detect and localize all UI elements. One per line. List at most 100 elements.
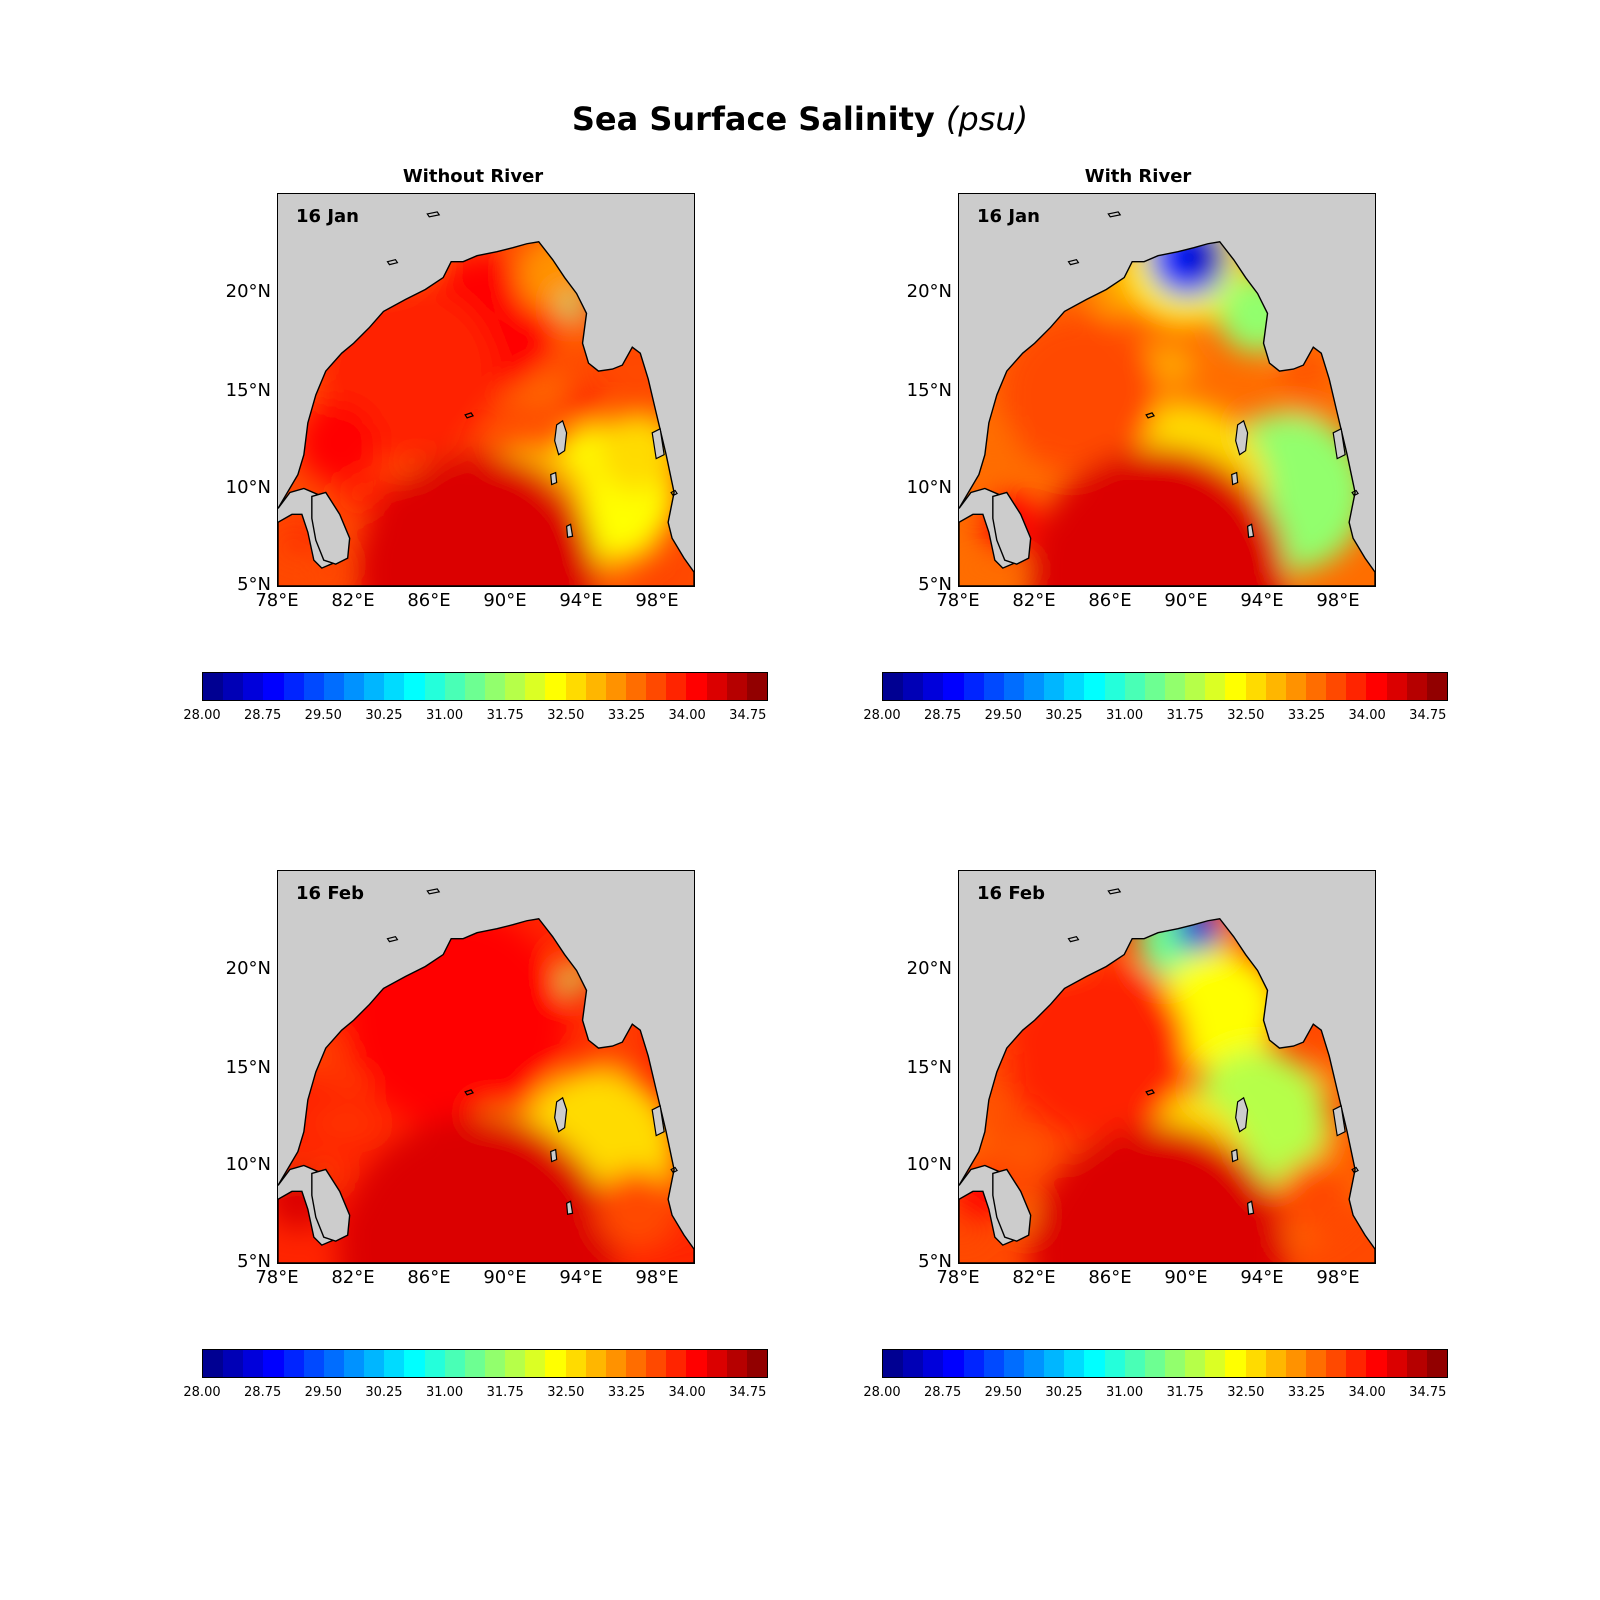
colorbar-tick-label: 31.75: [486, 1385, 524, 1400]
lon-tick-label: 94°E: [1240, 1267, 1284, 1288]
colorbar-segment: [444, 673, 465, 700]
salinity-swirl: [278, 281, 316, 301]
salinity-swirl: [1279, 306, 1334, 319]
inland-water-outline: [1067, 935, 1080, 943]
salinity-swirl: [669, 926, 694, 959]
salinity-swirl: [278, 974, 343, 1002]
lat-tick-label: 5°N: [918, 1251, 952, 1272]
colorbar-tick-label: 31.00: [1105, 1385, 1144, 1400]
lat-tick-label: 5°N: [237, 1251, 271, 1272]
salinity-swirl: [1014, 918, 1077, 955]
island: [554, 1096, 568, 1133]
colorbar-segment: [1346, 1350, 1367, 1377]
colorbar-segment: [565, 1350, 586, 1377]
colorbar-segment: [1386, 1350, 1407, 1377]
coastline: [959, 241, 1375, 586]
colorbar-tick-label: 34.75: [729, 708, 767, 723]
colorbar-segment: [303, 673, 324, 700]
lon-tick-label: 82°E: [331, 590, 375, 611]
colorbar-segment: [1326, 673, 1347, 700]
colorbar-tick-label: 33.25: [607, 1385, 646, 1400]
salinity-swirl: [316, 558, 339, 586]
lat-tick-label: 10°N: [225, 1154, 271, 1175]
colorbar-segment: [1124, 673, 1145, 700]
salinity-region: [998, 313, 1159, 473]
map-panel-jan-with-river: 16 Jan: [958, 193, 1376, 587]
salinity-region: [1185, 241, 1230, 278]
colorbar-bottom-left: [202, 1349, 768, 1378]
colorbar-segment: [625, 673, 647, 700]
colorbar-segment: [746, 1350, 767, 1377]
colorbar-tick-label: 31.75: [486, 708, 524, 723]
inland-water-outline: [670, 1166, 678, 1174]
colorbar-tick-label: 32.50: [547, 708, 585, 723]
colorbar-tick-label: 29.50: [984, 1385, 1022, 1400]
colorbar-segment: [1285, 1350, 1306, 1377]
colorbar-segment: [1265, 673, 1286, 700]
salinity-swirl: [1290, 969, 1359, 985]
map-panel-feb-with-river: 16 Feb: [958, 870, 1376, 1264]
colorbar-segment: [1164, 1350, 1186, 1377]
colorbar-segment: [1144, 1350, 1165, 1377]
colorbar-segment: [283, 673, 304, 700]
island: [550, 1148, 558, 1163]
colorbar-ticks-bottom-left: 28.00 28.75 29.50 30.25 31.00 31.75 32.50 33.25…: [183, 1385, 768, 1405]
colorbar-segment: [706, 673, 727, 700]
inland-water-outline: [670, 489, 678, 497]
coastline: [959, 918, 1375, 1263]
island: [1246, 1200, 1255, 1215]
lat-tick-label: 15°N: [906, 380, 952, 401]
colorbar-segment: [384, 1350, 405, 1377]
colorbar-segment: [605, 1350, 626, 1377]
map-panel-jan-without-river: 16 Jan: [277, 193, 695, 587]
colorbar-segment: [1104, 673, 1125, 700]
lon-tick-label: 82°E: [331, 1267, 375, 1288]
salinity-region: [347, 918, 567, 1130]
column-title-with-river: With River: [1084, 166, 1192, 187]
map-panel-feb-without-river: 16 Feb: [277, 870, 695, 1264]
date-label: 16 Jan: [296, 206, 359, 227]
colorbar-segment: [545, 1350, 566, 1377]
inland-water-outline: [1145, 412, 1155, 419]
inland-water-outline: [1351, 1166, 1359, 1174]
colorbar-segment: [706, 1350, 727, 1377]
inland-water-outline: [1107, 211, 1122, 218]
colorbar-segment: [343, 1350, 365, 1377]
lat-tick-label: 20°N: [225, 281, 271, 302]
colorbar-segment: [923, 673, 944, 700]
colorbar-tick-label: 32.50: [1227, 1385, 1265, 1400]
lat-tick-label: 5°N: [918, 574, 952, 595]
salinity-region: [1277, 1159, 1358, 1240]
colorbar-top-right: [882, 672, 1448, 701]
colorbar-segment: [646, 1350, 667, 1377]
colorbar-segment: [1023, 1350, 1045, 1377]
colorbar-tick-label: 31.75: [1166, 708, 1204, 723]
colorbar-segment: [223, 1350, 244, 1377]
salinity-swirl: [278, 949, 327, 971]
colorbar-tick-label: 30.25: [365, 1385, 403, 1400]
island: [1332, 427, 1346, 460]
salinity-map: [278, 888, 694, 1263]
salinity-region: [337, 1114, 617, 1263]
lat-tick-label: 10°N: [225, 477, 271, 498]
lon-tick-label: 94°E: [559, 1267, 603, 1288]
colorbar-segment: [484, 673, 506, 700]
salinity-swirl: [290, 1053, 312, 1071]
colorbar-segment: [1124, 1350, 1145, 1377]
colorbar-tick-label: 33.25: [607, 708, 646, 723]
salinity-swirl: [1026, 936, 1080, 973]
salinity-region: [297, 402, 378, 483]
lat-tick-label: 20°N: [225, 958, 271, 979]
colorbar-tick-label: 28.75: [924, 708, 962, 723]
colorbar-segment: [525, 673, 546, 700]
salinity-region: [561, 295, 582, 316]
lon-tick-label: 98°E: [1316, 1267, 1360, 1288]
colorbar-segment: [1346, 673, 1367, 700]
colorbar-segment: [726, 673, 747, 700]
lon-tick-label: 82°E: [1012, 1267, 1056, 1288]
inland-water-outline: [1145, 1089, 1155, 1096]
colorbar-segment: [464, 673, 485, 700]
salinity-swirl: [963, 480, 995, 518]
colorbar-tick-label: 32.50: [547, 1385, 585, 1400]
colorbar-ticks-bottom-right: 28.00 28.75 29.50 30.25 31.00 31.75 32.50 33.25…: [863, 1385, 1448, 1405]
